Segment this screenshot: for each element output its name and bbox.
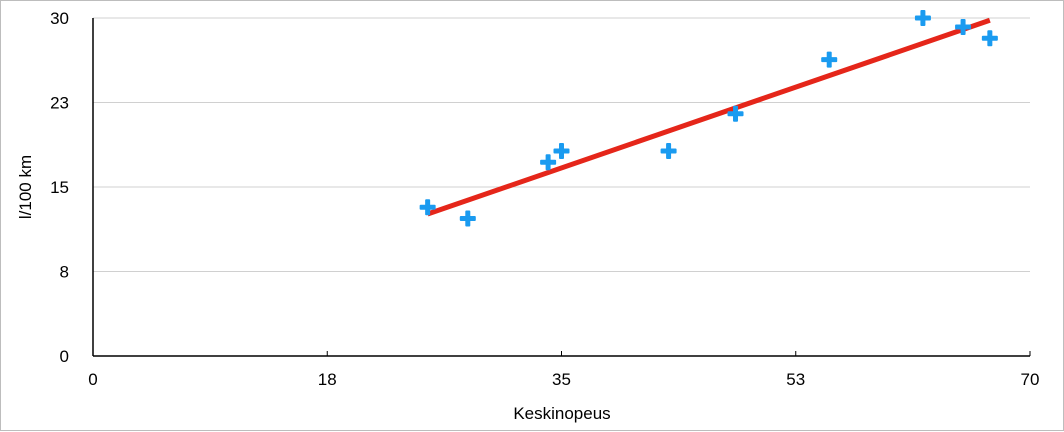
data-point <box>955 19 972 36</box>
data-points <box>419 10 998 227</box>
x-tick-label: 70 <box>1021 370 1040 389</box>
gridlines <box>93 17 1030 272</box>
y-tick-label: 0 <box>60 347 69 366</box>
data-point <box>419 199 436 216</box>
y-tick-label: 15 <box>50 178 69 197</box>
data-point <box>914 10 931 26</box>
data-point <box>553 142 570 159</box>
data-point <box>459 210 476 227</box>
x-axis-title: Keskinopeus <box>513 404 610 423</box>
data-point <box>540 154 557 171</box>
x-tick-label: 53 <box>786 370 805 389</box>
y-tick-label: 8 <box>60 263 69 282</box>
x-tick-label: 35 <box>552 370 571 389</box>
y-tick-label: 30 <box>50 9 69 28</box>
data-point <box>727 105 744 122</box>
y-axis-title: l/100 km <box>16 155 35 219</box>
tick-labels: 0 8 15 23 30 0 18 35 53 70 <box>50 9 1039 389</box>
data-point <box>821 51 838 68</box>
data-point <box>660 142 677 159</box>
data-point <box>981 30 998 47</box>
trendline-layer <box>426 17 991 217</box>
x-tick-label: 0 <box>88 370 97 389</box>
y-tick-label: 23 <box>50 94 69 113</box>
axes <box>92 18 1031 357</box>
trendline <box>426 17 991 217</box>
x-tick-label: 18 <box>318 370 337 389</box>
